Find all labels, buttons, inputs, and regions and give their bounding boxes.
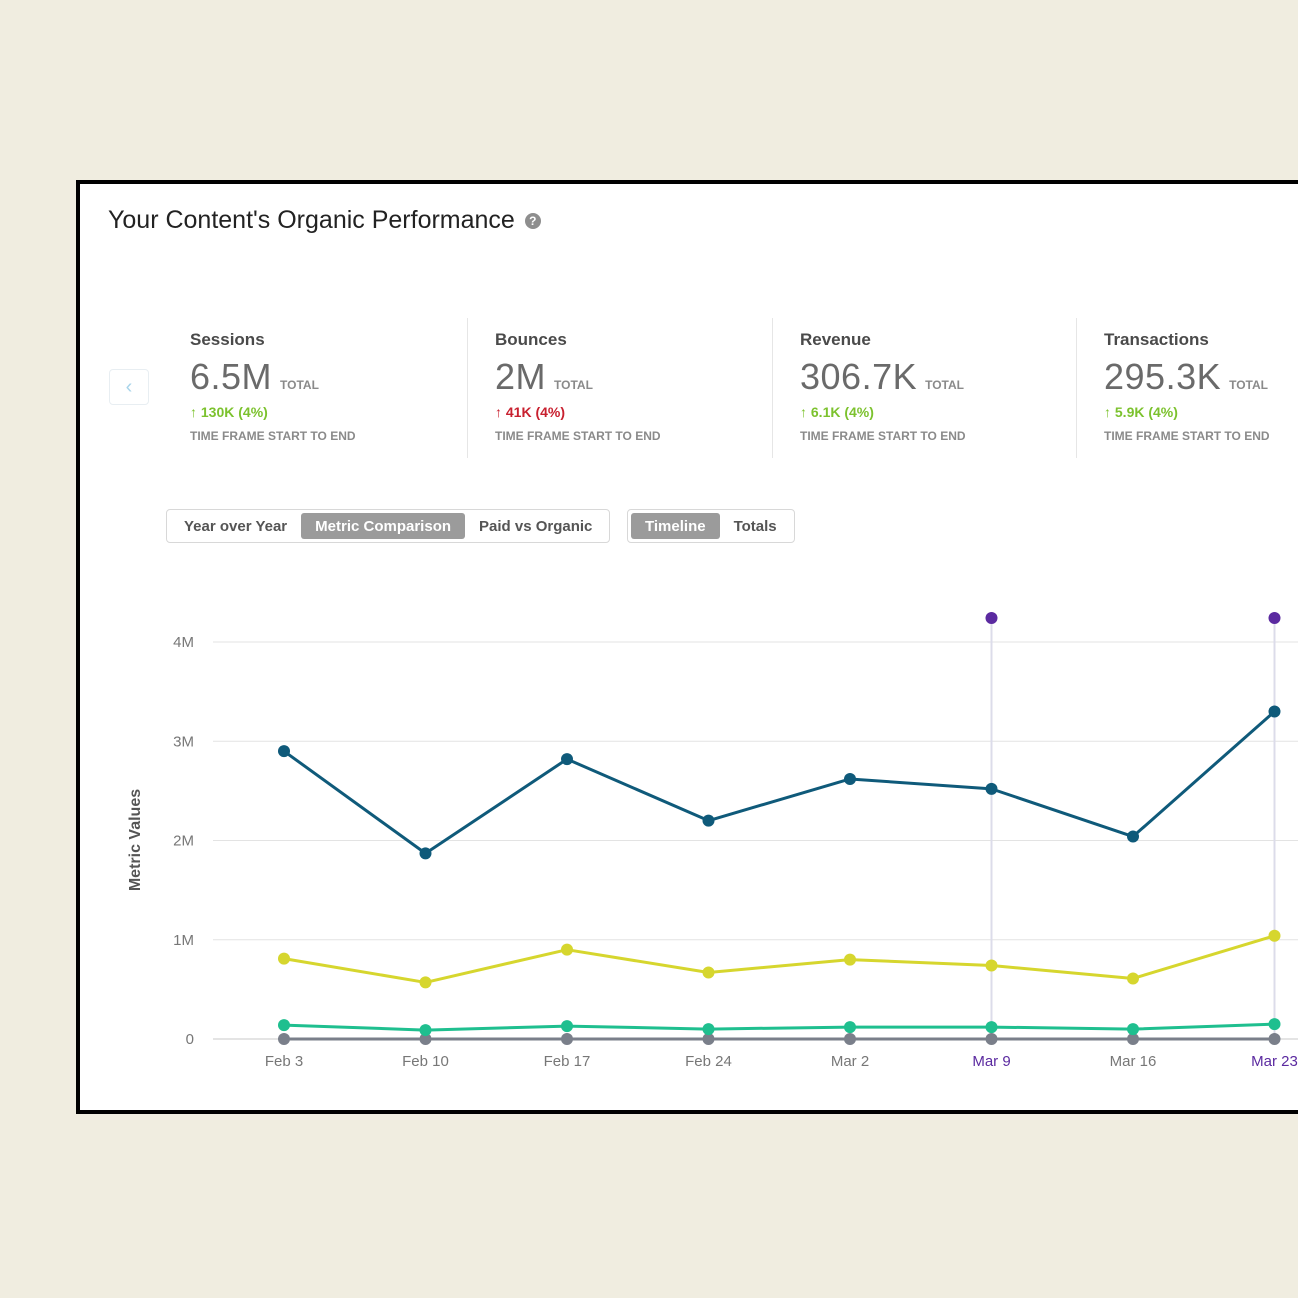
x-tick-label: Feb 10 — [402, 1053, 449, 1070]
data-point-transactions — [278, 1033, 290, 1045]
y-tick-label: 3M — [173, 733, 194, 750]
metric-value: 2M — [495, 356, 547, 397]
data-point-bounces — [278, 952, 290, 965]
data-point-sessions — [985, 782, 998, 795]
arrow-up-icon: ↑ — [190, 404, 197, 420]
y-tick-label: 0 — [186, 1031, 194, 1048]
data-point-transactions — [1268, 1033, 1281, 1045]
x-tick-label: Feb 3 — [265, 1053, 303, 1070]
metric-value: 295.3K — [1104, 356, 1222, 397]
metric-card-bounces: Bounces 2M TOTAL ↑ 41K (4%) TIME FRAME S… — [477, 318, 767, 458]
data-point-sessions — [1127, 830, 1139, 843]
data-point-transactions — [561, 1033, 573, 1045]
data-point-bounces — [419, 976, 432, 989]
tab-year-over-year[interactable]: Year over Year — [184, 517, 288, 535]
previous-metrics-button[interactable]: ‹ — [109, 369, 149, 405]
event-marker-dot — [1268, 612, 1281, 624]
data-point-bounces — [702, 966, 715, 979]
metric-subtitle: TIME FRAME START TO END — [190, 429, 356, 443]
y-tick-label: 4M — [173, 634, 194, 651]
panel-header: Your Content's Organic Performance ? — [108, 206, 541, 235]
metric-line-chart: 0 1M 2M 3M 4M Metric Values Feb 3 Feb 10 Feb 17 F… — [127, 612, 1298, 1070]
data-point-bounces — [1127, 972, 1139, 985]
data-point-revenue — [278, 1019, 290, 1032]
data-point-bounces — [844, 953, 856, 966]
metric-card-sessions: Sessions 6.5M TOTAL ↑ 130K (4%) TIME FRA… — [172, 318, 462, 458]
data-point-revenue — [1127, 1023, 1139, 1036]
y-tick-label: 1M — [173, 932, 194, 949]
chevron-left-icon: ‹ — [125, 375, 133, 398]
data-point-sessions — [419, 847, 432, 860]
metric-label: Bounces — [495, 330, 567, 349]
data-point-transactions — [844, 1033, 856, 1045]
metric-label: Revenue — [800, 330, 871, 349]
metric-divider — [467, 318, 468, 458]
data-point-revenue — [1268, 1018, 1281, 1031]
series-line-bounces — [283, 934, 1275, 984]
x-tick-label: Feb 17 — [544, 1053, 591, 1070]
metric-change: ↑ 6.1K (4%) — [800, 404, 874, 420]
metric-subtitle: TIME FRAME START TO END — [495, 429, 661, 443]
tab-timeline[interactable]: Timeline — [631, 513, 720, 539]
organic-performance-panel: Your Content's Organic Performance ? ‹ S… — [76, 180, 1298, 1114]
metric-subtitle: TIME FRAME START TO END — [1104, 429, 1270, 443]
comparison-toggle: Year over Year Metric Comparison Paid vs… — [166, 509, 611, 543]
arrow-up-icon: ↑ — [495, 404, 502, 420]
data-point-sessions — [278, 745, 290, 758]
metric-change: ↑ 41K (4%) — [495, 404, 566, 420]
series-line-sessions — [283, 710, 1276, 855]
data-point-revenue — [419, 1024, 432, 1037]
arrow-up-icon: ↑ — [800, 404, 807, 420]
data-point-sessions — [561, 753, 573, 766]
view-toggle: Timeline Totals — [627, 509, 795, 543]
metric-total-label: TOTAL — [1229, 378, 1268, 392]
data-point-revenue — [844, 1021, 856, 1034]
data-point-revenue — [561, 1020, 573, 1033]
data-point-transactions — [985, 1033, 998, 1045]
metric-label: Transactions — [1104, 330, 1209, 349]
y-axis-label: Metric Values — [127, 789, 144, 891]
data-point-sessions — [1268, 705, 1281, 718]
data-point-transactions — [1127, 1033, 1139, 1045]
metric-subtitle: TIME FRAME START TO END — [800, 429, 966, 443]
data-point-bounces — [561, 943, 573, 956]
data-point-transactions — [419, 1033, 432, 1045]
x-tick-label: Mar 9 — [972, 1053, 1010, 1070]
x-tick-label: Mar 16 — [1110, 1053, 1157, 1070]
metric-value: 6.5M — [190, 356, 273, 397]
metric-label: Sessions — [190, 330, 265, 349]
series-line-revenue — [283, 1022, 1275, 1032]
tab-metric-comparison[interactable]: Metric Comparison — [301, 513, 466, 539]
data-point-revenue — [702, 1023, 715, 1036]
event-marker-dot — [985, 612, 998, 624]
metric-total-label: TOTAL — [280, 378, 319, 392]
metric-card-revenue: Revenue 306.7K TOTAL ↑ 6.1K (4%) TIME FR… — [782, 318, 1072, 458]
tab-totals[interactable]: Totals — [733, 517, 777, 535]
x-tick-label: Feb 24 — [685, 1053, 732, 1070]
arrow-up-icon: ↑ — [1104, 404, 1111, 420]
x-tick-label: Mar 2 — [831, 1053, 869, 1070]
data-point-sessions — [702, 814, 715, 827]
data-point-bounces — [985, 959, 998, 972]
data-point-sessions — [844, 772, 856, 785]
data-point-transactions — [702, 1033, 715, 1045]
x-tick-label: Mar 23 — [1251, 1053, 1298, 1070]
metric-value: 306.7K — [800, 356, 918, 397]
tab-paid-vs-organic[interactable]: Paid vs Organic — [479, 517, 593, 535]
y-tick-label: 2M — [173, 833, 194, 850]
metric-card-transactions: Transactions 295.3K TOTAL ↑ 5.9K (4%) TI… — [1086, 318, 1298, 458]
page-title: Your Content's Organic Performance — [108, 206, 515, 234]
metric-change: ↑ 130K (4%) — [190, 404, 268, 420]
metric-total-label: TOTAL — [554, 378, 593, 392]
metric-divider — [772, 318, 773, 458]
data-point-bounces — [1268, 929, 1281, 942]
metric-total-label: TOTAL — [925, 378, 964, 392]
metric-divider — [1076, 318, 1077, 458]
data-point-revenue — [985, 1021, 998, 1034]
metric-change: ↑ 5.9K (4%) — [1104, 404, 1178, 420]
help-icon[interactable]: ? — [524, 212, 541, 229]
